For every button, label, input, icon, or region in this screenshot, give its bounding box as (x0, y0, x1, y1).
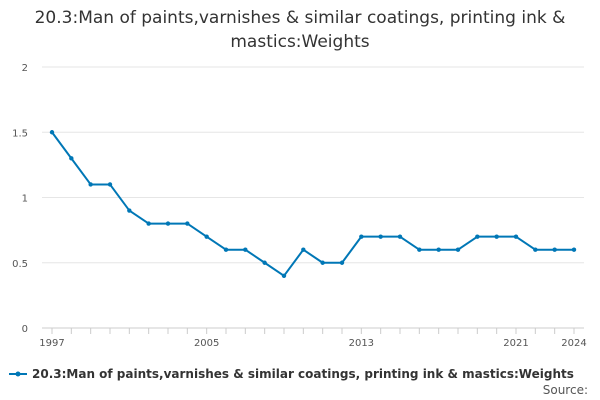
data-point (436, 248, 440, 252)
x-tick-label: 1997 (39, 338, 64, 349)
data-point (340, 261, 344, 265)
data-point (552, 248, 556, 252)
data-point (108, 182, 112, 186)
data-point (69, 156, 73, 160)
x-tick-label: 2013 (349, 338, 374, 349)
y-tick-label: 2 (22, 63, 28, 74)
y-tick-label: 1 (22, 194, 28, 205)
data-point (494, 234, 498, 238)
legend-series-label: 20.3:Man of paints,varnishes & similar c… (32, 367, 574, 381)
y-tick-label: 0.5 (12, 259, 28, 270)
data-point (146, 221, 150, 225)
data-point (282, 274, 286, 278)
y-tick-label: 1.5 (12, 128, 28, 139)
data-point (359, 234, 363, 238)
data-point (417, 248, 421, 252)
data-point (127, 208, 131, 212)
data-point (50, 130, 54, 134)
legend-line-marker-icon (8, 368, 28, 380)
data-point (88, 182, 92, 186)
data-point (456, 248, 460, 252)
data-point (378, 234, 382, 238)
x-tick-label: 2021 (503, 338, 528, 349)
data-point (185, 221, 189, 225)
data-point (320, 261, 324, 265)
data-point (262, 261, 266, 265)
data-point (475, 234, 479, 238)
source-label: Source: (543, 383, 588, 397)
data-point (224, 248, 228, 252)
series-line (52, 132, 574, 276)
x-tick-label: 2024 (561, 338, 586, 349)
data-point (204, 234, 208, 238)
data-point (572, 248, 576, 252)
data-point (166, 221, 170, 225)
data-point (514, 234, 518, 238)
legend[interactable]: 20.3:Man of paints,varnishes & similar c… (8, 365, 574, 383)
data-point (301, 248, 305, 252)
data-point (533, 248, 537, 252)
x-tick-label: 2005 (194, 338, 219, 349)
data-point (398, 234, 402, 238)
data-point (243, 248, 247, 252)
y-tick-label: 0 (22, 324, 28, 335)
